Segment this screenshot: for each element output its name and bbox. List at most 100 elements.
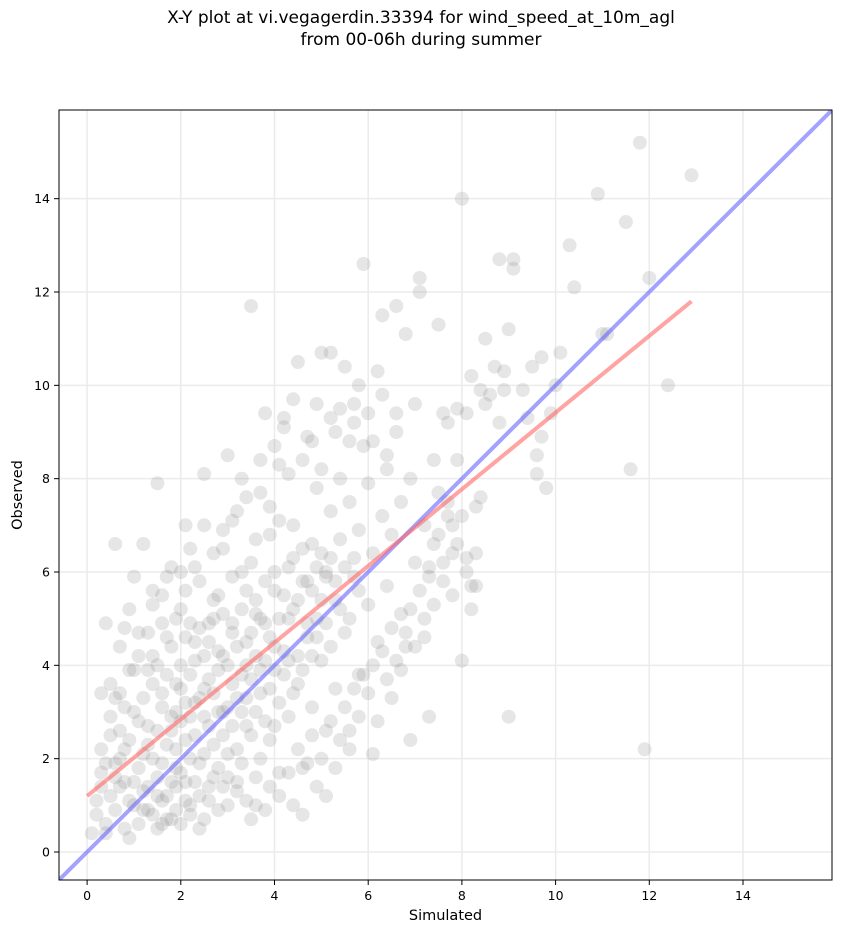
scatter-point bbox=[290, 677, 305, 691]
scatter-point bbox=[183, 667, 198, 682]
scatter-point bbox=[328, 574, 343, 589]
scatter-point bbox=[262, 779, 277, 794]
scatter-point bbox=[469, 499, 483, 514]
scatter-point bbox=[351, 709, 366, 724]
scatter-point bbox=[112, 723, 127, 738]
scatter-point bbox=[483, 387, 497, 402]
scatter-point bbox=[253, 686, 268, 701]
scatter-point bbox=[164, 639, 179, 654]
scatter-point bbox=[436, 574, 451, 589]
scatter-point bbox=[408, 397, 422, 411]
scatter-point bbox=[333, 401, 348, 416]
scatter-point bbox=[333, 471, 348, 486]
scatter-point bbox=[178, 733, 193, 747]
scatter-point bbox=[258, 714, 273, 729]
one-to-one-reference-line bbox=[59, 110, 832, 880]
scatter-point bbox=[379, 448, 394, 463]
scatter-point bbox=[141, 663, 155, 677]
scatter-point bbox=[225, 513, 240, 528]
scatter-point bbox=[431, 317, 446, 332]
scatter-point bbox=[365, 747, 380, 761]
scatter-point bbox=[112, 639, 127, 654]
scatter-point bbox=[323, 639, 338, 654]
scatter-point bbox=[131, 649, 146, 663]
scatter-point bbox=[431, 527, 446, 542]
scatter-point bbox=[192, 756, 207, 771]
scatter-point bbox=[164, 775, 179, 789]
scatter-point bbox=[206, 770, 221, 785]
scatter-point bbox=[450, 453, 465, 467]
scatter-point bbox=[361, 686, 376, 701]
scatter-point bbox=[281, 709, 296, 724]
scatter-point bbox=[290, 355, 305, 369]
scatter-point bbox=[155, 793, 170, 808]
scatter-point bbox=[525, 359, 540, 374]
scatter-point bbox=[379, 579, 394, 593]
scatter-point bbox=[136, 803, 151, 817]
regression-line bbox=[85, 299, 693, 798]
scatter-point bbox=[178, 630, 193, 645]
scatter-point bbox=[244, 625, 259, 640]
scatter-point bbox=[201, 779, 216, 794]
scatter-point bbox=[347, 681, 362, 696]
scatter-point bbox=[244, 812, 259, 827]
x-tick-label: 8 bbox=[458, 888, 466, 903]
scatter-point bbox=[145, 649, 160, 663]
scatter-point bbox=[384, 527, 399, 542]
scatter-point bbox=[492, 252, 507, 267]
scatter-point bbox=[136, 691, 151, 705]
scatter-point bbox=[375, 644, 390, 659]
y-tick-label: 2 bbox=[42, 751, 50, 766]
scatter-point bbox=[389, 299, 404, 313]
scatter-point bbox=[295, 807, 310, 822]
scatter-point bbox=[155, 686, 170, 701]
scatter-point bbox=[98, 756, 113, 771]
scatter-point bbox=[375, 308, 390, 323]
scatter-point bbox=[319, 565, 333, 579]
scatter-point bbox=[234, 756, 249, 771]
x-tick-label: 4 bbox=[271, 888, 279, 903]
scatter-point bbox=[328, 425, 343, 439]
scatter-point bbox=[183, 616, 198, 631]
scatter-point bbox=[361, 406, 376, 421]
scatter-point bbox=[173, 565, 188, 579]
scatter-point bbox=[220, 798, 235, 813]
scatter-point bbox=[253, 453, 268, 467]
scatter-point bbox=[398, 625, 413, 640]
scatter-point bbox=[183, 541, 198, 556]
scatter-point bbox=[211, 663, 226, 677]
scatter-point bbox=[155, 756, 170, 771]
x-tick-label: 12 bbox=[641, 888, 657, 903]
scatter-point bbox=[159, 569, 174, 584]
scatter-point bbox=[506, 252, 521, 267]
scatter-point bbox=[117, 700, 132, 715]
y-tick-label: 10 bbox=[34, 378, 50, 393]
scatter-point bbox=[351, 378, 366, 393]
scatter-point bbox=[417, 611, 432, 626]
scatter-point bbox=[445, 518, 460, 533]
scatter-point bbox=[103, 789, 118, 803]
scatter-point bbox=[351, 667, 366, 682]
scatter-point bbox=[440, 509, 455, 523]
scatter-point bbox=[281, 611, 296, 626]
scatter-point bbox=[272, 457, 287, 472]
scatter-point bbox=[178, 583, 193, 598]
scatter-point bbox=[216, 779, 230, 794]
scatter-point bbox=[342, 434, 357, 449]
scatter-point bbox=[94, 742, 109, 757]
x-axis-label: Simulated bbox=[409, 908, 482, 924]
scatter-point bbox=[127, 705, 141, 719]
scatter-point bbox=[361, 476, 376, 491]
scatter-point bbox=[150, 821, 165, 836]
scatter-point bbox=[183, 798, 198, 813]
scatter-point bbox=[169, 803, 184, 817]
scatter-point bbox=[394, 607, 408, 621]
scatter-point bbox=[300, 429, 315, 444]
scatter-point bbox=[145, 597, 160, 612]
grid bbox=[59, 110, 832, 880]
scatter-point bbox=[197, 518, 212, 533]
y-tick-label: 12 bbox=[34, 285, 50, 300]
scatter-point bbox=[164, 709, 179, 724]
scatter-point bbox=[239, 583, 254, 598]
y-tick-label: 14 bbox=[34, 191, 50, 206]
